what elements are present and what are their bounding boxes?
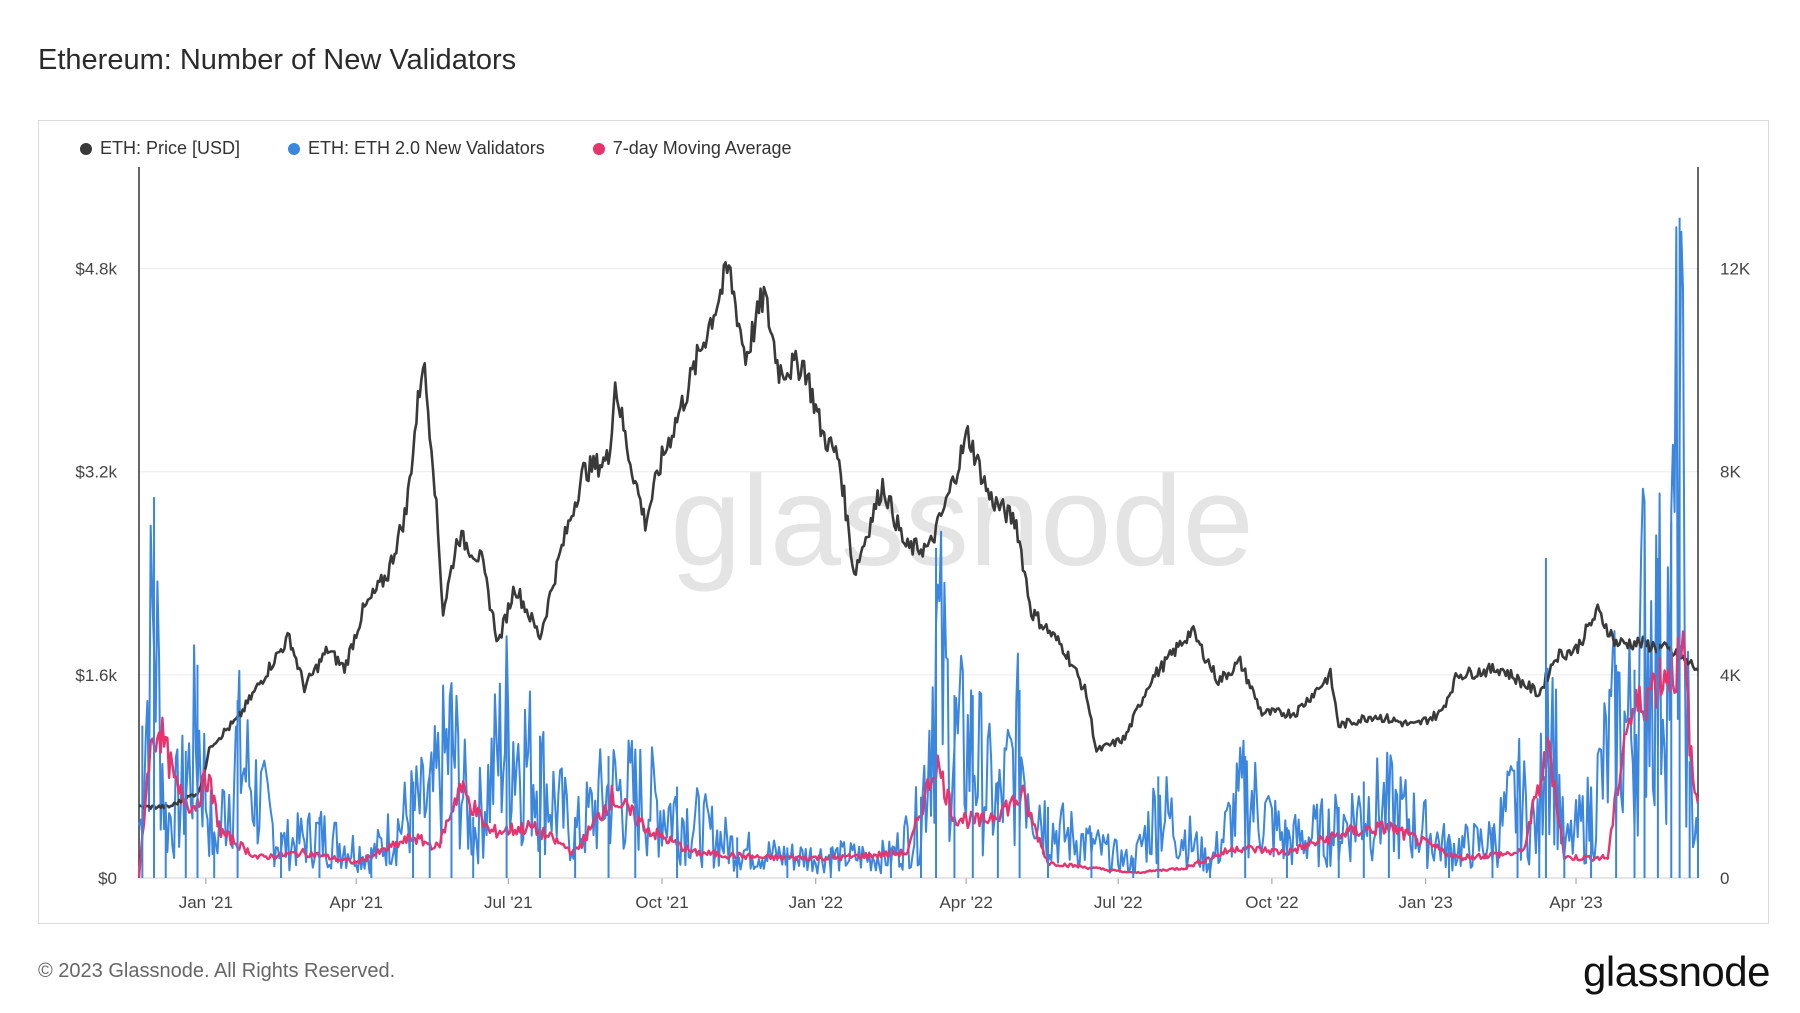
x-tick-label: Jan '22 — [789, 893, 843, 912]
series-layer — [137, 217, 1700, 879]
x-tick-label: Jan '21 — [179, 893, 233, 912]
y-right-tick-label: 4K — [1720, 666, 1741, 685]
y-left-tick-label: $3.2k — [75, 463, 117, 482]
chart-legend: ETH: Price [USD] ETH: ETH 2.0 New Valida… — [80, 138, 792, 159]
x-tick-label: Apr '21 — [330, 893, 383, 912]
legend-item-price[interactable]: ETH: Price [USD] — [80, 138, 240, 159]
moving-average-series-line — [137, 630, 1700, 879]
y-left-tick-label: $1.6k — [75, 666, 117, 685]
x-tick-label: Oct '22 — [1245, 893, 1298, 912]
chart-frame — [38, 120, 1769, 924]
chart-title: Ethereum: Number of New Validators — [38, 44, 517, 76]
y-left-tick-label: $4.8k — [75, 260, 117, 279]
x-tick-label: Jul '21 — [484, 893, 533, 912]
watermark-text: glassnode — [670, 450, 1254, 593]
x-tick-label: Jul '22 — [1094, 893, 1143, 912]
x-tick-label: Oct '21 — [635, 893, 688, 912]
y-left-tick-label: $0 — [98, 869, 117, 888]
x-tick-label: Jan '23 — [1398, 893, 1452, 912]
legend-item-moving-average[interactable]: 7-day Moving Average — [592, 138, 792, 159]
legend-label-validators: ETH: ETH 2.0 New Validators — [308, 138, 545, 158]
copyright-footer: © 2023 Glassnode. All Rights Reserved. — [38, 960, 396, 982]
legend-swatch-price — [80, 142, 92, 155]
y-right-tick-label: 12K — [1720, 260, 1751, 279]
legend-item-validators[interactable]: ETH: ETH 2.0 New Validators — [288, 138, 545, 159]
x-tick-label: Apr '22 — [939, 893, 992, 912]
legend-swatch-validators — [288, 142, 301, 155]
price-series-line — [138, 261, 1699, 810]
axes: $0 $1.6k $3.2k $4.8k 0 4K 8K 12K Jan '21 Apr '21 J… — [75, 167, 1751, 912]
y-right-tick-label: 0 — [1720, 869, 1729, 888]
legend-swatch-moving-average — [592, 142, 605, 155]
legend-label-price: ETH: Price [USD] — [100, 138, 241, 158]
y-right-tick-label: 8K — [1720, 463, 1741, 482]
x-tick-label: Apr '23 — [1549, 893, 1602, 912]
glassnode-logo[interactable]: glassnode — [1583, 948, 1770, 995]
validators-series-line — [138, 226, 1699, 875]
legend-label-moving-average: 7-day Moving Average — [612, 138, 792, 158]
